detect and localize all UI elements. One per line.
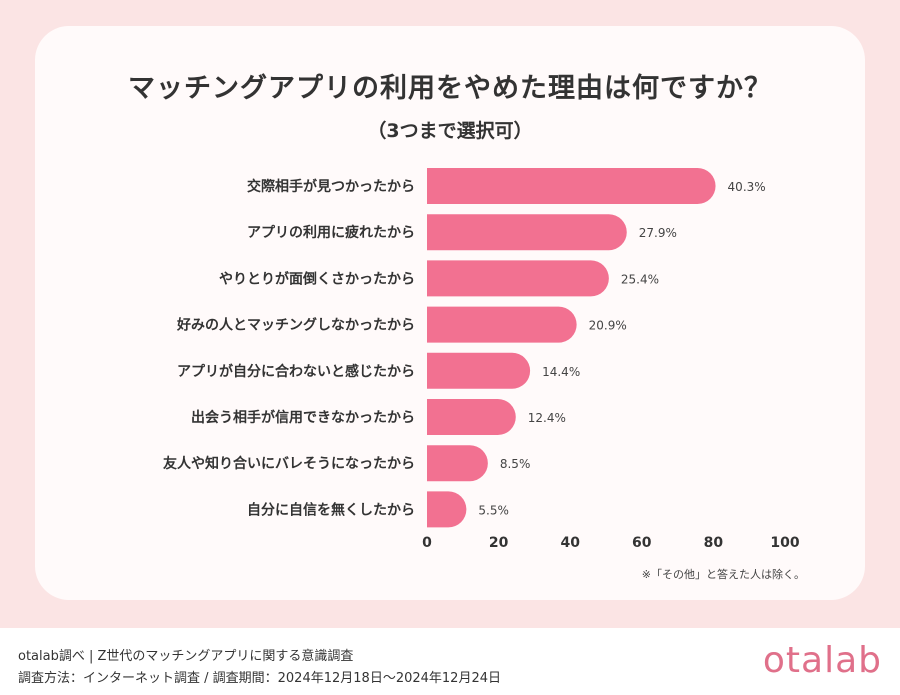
chart-note: ※「その他」と答えた人は除く。 xyxy=(641,568,805,581)
value-label: 5.5% xyxy=(478,503,509,517)
bar xyxy=(427,168,716,204)
value-label: 14.4% xyxy=(542,365,580,379)
x-tick-label: 60 xyxy=(632,535,652,551)
x-tick-label: 0 xyxy=(422,535,432,551)
bar xyxy=(427,260,609,297)
category-label: アプリが自分に合わないと感じたから xyxy=(177,363,415,380)
value-label: 8.5% xyxy=(500,457,531,471)
bar xyxy=(427,214,627,251)
category-label: アプリの利用に疲れたから xyxy=(247,224,415,241)
value-label: 27.9% xyxy=(639,226,677,240)
bar xyxy=(427,352,531,389)
chart-title: マッチングアプリの利用をやめた理由は何ですか？ xyxy=(128,73,772,104)
value-label: 20.9% xyxy=(589,319,627,333)
bar-chart: 交際相手が見つかったから 40.3% アプリの利用に疲れたから 27.9% やりとりが面… xyxy=(163,168,800,551)
x-tick-label: 80 xyxy=(704,535,724,551)
otalab-logo: otalab xyxy=(762,640,882,681)
category-label: 交際相手が見つかったから xyxy=(247,178,415,195)
bar xyxy=(427,399,516,435)
footer xyxy=(0,628,900,695)
x-tick-label: 40 xyxy=(560,535,580,551)
value-label: 25.4% xyxy=(621,272,659,286)
x-tick-label: 20 xyxy=(489,535,509,551)
value-label: 40.3% xyxy=(728,180,766,194)
bar xyxy=(427,491,467,528)
category-label: 自分に自信を無くしたから xyxy=(247,501,415,518)
footer-method: 調査方法：インターネット調査 / 調査期間：2024年12月18日〜2024年1… xyxy=(18,671,501,686)
category-label: 出会う相手が信用できなかったから xyxy=(191,409,415,426)
category-label: 友人や知り合いにバレそうになったから xyxy=(163,455,415,472)
bar xyxy=(427,306,577,343)
chart-subtitle: （3つまで選択可） xyxy=(367,120,533,142)
category-label: 好みの人とマッチングしなかったから xyxy=(176,317,415,334)
bar xyxy=(427,445,488,482)
value-label: 12.4% xyxy=(528,411,566,425)
category-label: やりとりが面倒くさかったから xyxy=(219,270,415,287)
footer-source: otalab調べ | Z世代のマッチングアプリに関する意識調査 xyxy=(18,649,354,664)
x-tick-label: 100 xyxy=(770,535,799,551)
